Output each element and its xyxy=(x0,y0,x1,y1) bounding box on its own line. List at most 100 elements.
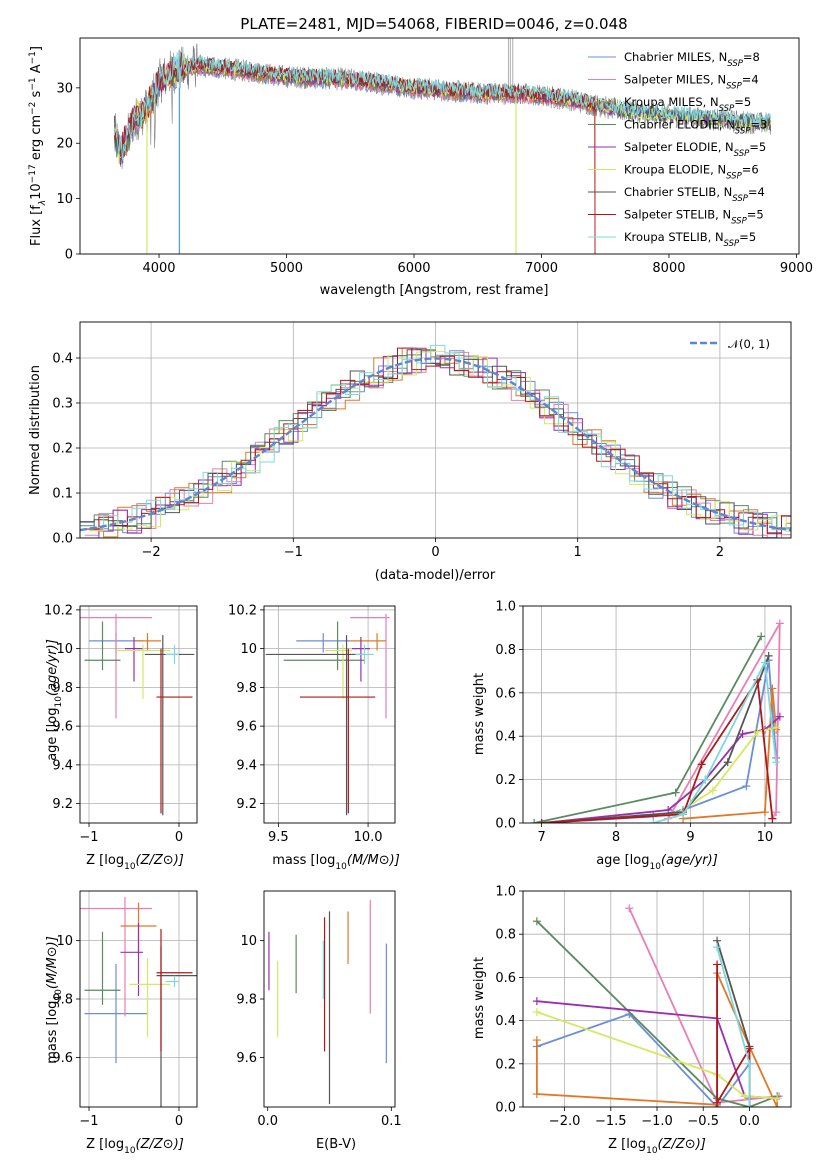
errorbar-kroupa-stelib xyxy=(355,644,374,665)
x-tick-label: 7000 xyxy=(525,261,558,276)
x-tick-label: −1 xyxy=(79,1114,98,1129)
y-tick-label: 0.1 xyxy=(52,487,73,502)
x-axis-label: Z [log10(Z/Z⊙)] xyxy=(608,1137,706,1156)
y-tick-label: 10 xyxy=(240,934,257,949)
data-point-marker xyxy=(768,814,777,823)
model-spectrum-kroupa-stelib xyxy=(113,50,772,161)
data-point-marker xyxy=(679,810,688,819)
data-point-marker xyxy=(532,997,541,1006)
y-axis-label-part: Flux [f xyxy=(29,205,44,246)
y-axis-label: mass weight xyxy=(472,673,487,755)
legend-model-name: Kroupa STELIB xyxy=(624,230,708,244)
legend-n-value: 5 xyxy=(759,140,766,154)
data-point-marker xyxy=(772,723,781,732)
errorbar-salpeter-stelib xyxy=(156,928,193,1052)
y-axis-label-part: erg cm xyxy=(29,115,44,164)
data-point-marker xyxy=(773,1103,782,1107)
x-tick-label: 8 xyxy=(612,830,620,845)
series-salpeter-miles xyxy=(625,904,783,1107)
x-tick-label: 9 xyxy=(686,830,694,845)
x-tick-label: 9000 xyxy=(780,261,813,276)
data-point-marker xyxy=(760,658,769,667)
axes-frame xyxy=(263,605,396,824)
y-tick-label: 9.8 xyxy=(236,681,257,696)
y-tick-label: 9.6 xyxy=(52,1051,73,1066)
y-tick-label: 0.4 xyxy=(495,1014,516,1029)
grid xyxy=(264,606,395,823)
legend-n-label: N xyxy=(717,73,726,87)
data-point-marker xyxy=(757,632,766,641)
data-point-marker xyxy=(742,782,751,791)
legend-n-value: 8 xyxy=(753,50,760,64)
x-axis-label: Z [log10(Z/Z⊙)] xyxy=(86,1137,184,1156)
legend-label: Kroupa STELIB, NSSP=5 xyxy=(624,230,756,249)
legend-n-label: N xyxy=(724,185,733,199)
legend-model-name: Chabrier MILES xyxy=(624,50,711,64)
errorbar-chabrier-elodie xyxy=(84,931,121,1005)
plot-area xyxy=(523,606,791,823)
y-tick-label: 9.4 xyxy=(52,758,73,773)
y-tick-label: 0.2 xyxy=(495,773,516,788)
y-tick-label: 10 xyxy=(56,642,73,657)
legend-label: Kroupa MILES, NSSP=5 xyxy=(624,95,751,114)
y-tick-label: 10 xyxy=(240,642,257,657)
plot-mass-weight-vs-age: 7 8 9 10 0.0 0.2 0.4 0.6 0.8 1.0 age [log10(age/yr… xyxy=(472,600,792,872)
data-point-marker xyxy=(740,1092,749,1101)
legend-n-subscript: SSP xyxy=(719,104,735,114)
series-kroupa-stelib xyxy=(713,943,754,1107)
y-axis-label-part: −17 xyxy=(28,164,38,183)
legend-model-name: Chabrier ELODIE xyxy=(624,118,719,132)
y-tick-label: 1.0 xyxy=(495,600,516,615)
errorbar-kroupa-miles xyxy=(350,633,387,651)
plot-area xyxy=(264,606,395,823)
histogram-salpeter-miles xyxy=(84,351,791,538)
data-point-marker xyxy=(713,960,722,969)
y-tick-label: 9.6 xyxy=(236,1051,257,1066)
data-point-marker xyxy=(708,786,717,795)
plot-area xyxy=(268,899,387,1105)
axes-frame xyxy=(79,890,198,1108)
series-line xyxy=(667,622,781,820)
legend-label: Chabrier STELIB, NSSP=4 xyxy=(624,185,765,204)
errorbar-chabrier-stelib xyxy=(265,635,365,816)
series-line xyxy=(716,946,751,1107)
x-tick-label: 0.0 xyxy=(739,1114,760,1129)
errorbar-chabrier-stelib xyxy=(156,946,197,1107)
data-point-marker xyxy=(768,684,777,693)
y-tick-label: 0.0 xyxy=(495,817,516,832)
series-chabrier-elodie xyxy=(530,632,766,823)
legend: Chabrier MILES, NSSP=8 Salpeter MILES, NS… xyxy=(588,50,767,249)
legend-label: 𝒩(0, 1) xyxy=(728,337,770,351)
errorbar-chabrier-elodie xyxy=(283,621,365,670)
series-line xyxy=(536,1011,778,1100)
legend-n-value: 6 xyxy=(751,163,758,177)
data-point-marker xyxy=(772,808,781,817)
legend-n-value: 5 xyxy=(744,95,751,109)
data-point-marker xyxy=(537,819,546,823)
data-point-marker xyxy=(532,1090,541,1099)
grid xyxy=(80,606,197,823)
y-axis-label-part: A xyxy=(29,64,44,77)
legend-n-value: 3 xyxy=(760,118,767,132)
plot-age-vs-mass: 9.5 10.0 9.2 9.4 9.6 9.8 10 10.2 mass [log10(M/M… xyxy=(228,603,400,872)
y-tick-label: 0.2 xyxy=(52,442,73,457)
legend-n-subscript: SSP xyxy=(731,217,747,227)
y-axis-label: mass [log10(M/M⊙)] xyxy=(45,936,64,1064)
y-axis-label-part: λ xyxy=(38,200,48,206)
legend-n-subscript: SSP xyxy=(724,239,740,249)
errorbar-kroupa-stelib xyxy=(165,644,179,665)
series-line xyxy=(541,726,777,823)
y-axis-label: age [log10(age/yr)] xyxy=(45,639,64,761)
data-point-marker xyxy=(713,943,722,952)
x-tick-label: −1 xyxy=(79,830,98,845)
plot-mass-weight-vs-Z: −2.0 −1.5 −1.0 −0.5 0.0 0.0 0.2 0.4 0.6 0.8 1.0 Z [… xyxy=(472,885,792,1156)
y-tick-label: 0.2 xyxy=(495,1057,516,1072)
y-tick-label: 9.6 xyxy=(236,720,257,735)
data-point-marker xyxy=(738,730,747,739)
legend-n-label: N xyxy=(710,95,719,109)
series-line xyxy=(628,907,780,1104)
series-line xyxy=(683,688,777,820)
data-point-marker xyxy=(773,1094,782,1103)
y-tick-label: 0.8 xyxy=(495,928,516,943)
data-point-marker xyxy=(532,1007,541,1016)
